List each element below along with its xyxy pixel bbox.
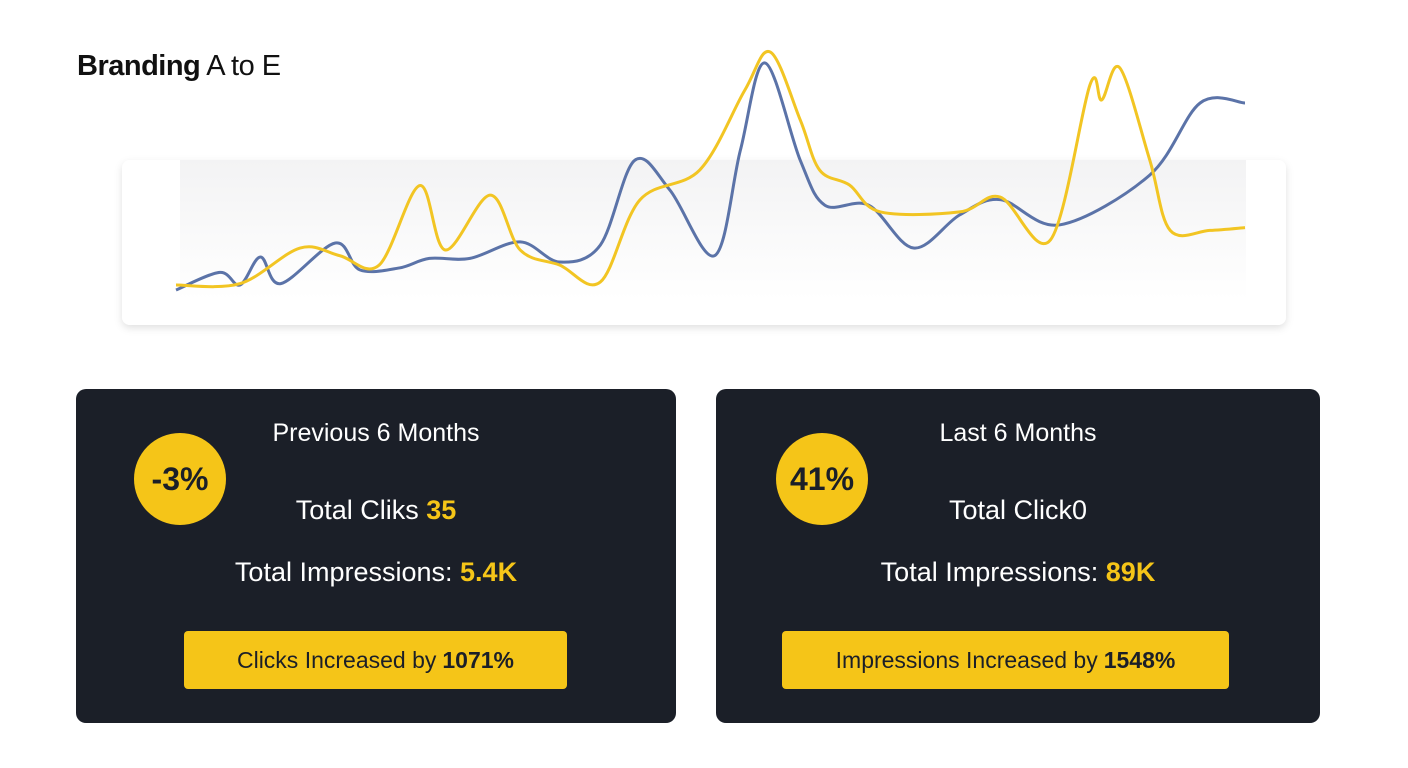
impressions-value: 5.4K [460,557,518,587]
card-title: Previous 6 Months [272,419,480,447]
badge: -3% [134,433,226,525]
button-value: 1548% [1103,646,1176,673]
clicks: Total Cliks 35 [76,495,676,526]
card: Last 6 Months 41% Total Click0 Total Imp… [716,389,1320,723]
series-line [175,61,1246,292]
series-line [175,49,1246,289]
impressions-label: Total Impressions: [880,557,1099,587]
clicks-label: Total Cliks [295,495,419,525]
clicks-label: Total Click0 [948,495,1088,525]
increase-button[interactable]: Impressions Increased by 1548% [782,631,1229,689]
impressions-label: Total Impressions: [234,557,453,587]
button-label: Impressions Increased by [835,646,1098,673]
chart [122,49,1286,325]
clicks: Total Click0 [716,495,1320,526]
button-value: 1071% [442,646,515,673]
impressions-value: 89K [1105,557,1156,587]
clicks-value: 35 [426,495,457,525]
title-rest: A to E [206,50,281,82]
page-title: Branding A to E [77,50,281,83]
impressions: Total Impressions: 5.4K [76,557,676,588]
button-label: Clicks Increased by [236,646,437,673]
impressions: Total Impressions: 89K [716,557,1320,588]
badge: 41% [776,433,868,525]
card-title: Last 6 Months [939,419,1097,447]
card: Previous 6 Months -3% Total Cliks 35 Tot… [76,389,676,723]
chart-backdrop [180,160,1246,300]
increase-button[interactable]: Clicks Increased by 1071% [184,631,567,689]
title-bold: Branding [77,50,201,82]
